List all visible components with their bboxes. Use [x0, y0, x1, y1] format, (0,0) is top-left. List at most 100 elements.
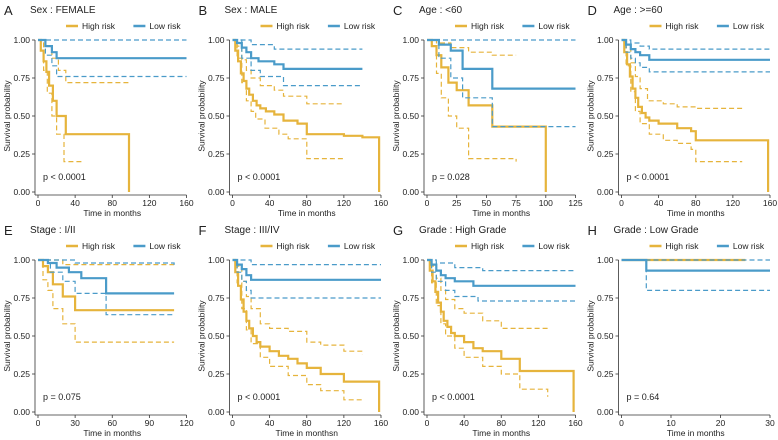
- y-axis-label: Survival probability: [391, 300, 401, 372]
- y-tick-label: 0.75: [597, 293, 614, 303]
- panel-b: B Sex : MALE High risk Low risk 0 40 80 120 160 0…: [197, 3, 389, 218]
- low-risk-ci-lower: [621, 39, 770, 73]
- low-risk-survival-curve: [38, 258, 175, 295]
- x-tick-label: 80: [302, 198, 312, 208]
- x-tick-label: 80: [108, 198, 118, 208]
- legend-high-risk-label: High risk: [666, 241, 700, 251]
- y-tick-label: 0.50: [597, 111, 614, 121]
- panel-letter: G: [393, 223, 403, 238]
- y-axis-label: Survival probability: [2, 80, 12, 152]
- x-axis-label: Time in months: [667, 428, 725, 438]
- x-tick-label: 30: [765, 418, 775, 428]
- y-axis-label: Survival probability: [2, 300, 12, 372]
- x-tick-label: 75: [511, 198, 521, 208]
- panel-title: Stage : III/IV: [225, 225, 280, 236]
- x-tick-label: 0: [619, 418, 624, 428]
- x-tick-label: 160: [374, 418, 388, 428]
- y-tick-label: 0.25: [402, 149, 419, 159]
- x-tick-label: 120: [531, 418, 545, 428]
- y-tick-label: 0.25: [208, 369, 225, 379]
- panel-letter: H: [588, 223, 597, 238]
- x-tick-label: 0: [619, 198, 624, 208]
- y-tick-label: 0.75: [208, 73, 225, 83]
- y-tick-label: 0.50: [208, 331, 225, 341]
- x-tick-label: 0: [230, 418, 235, 428]
- panel-letter: A: [4, 3, 13, 18]
- x-tick-label: 10: [666, 418, 676, 428]
- legend-low-risk-label: Low risk: [149, 21, 181, 31]
- panel-title: Sex : FEMALE: [30, 5, 96, 16]
- x-tick-label: 50: [482, 198, 492, 208]
- x-tick-label: 80: [497, 418, 507, 428]
- y-tick-label: 0.50: [597, 331, 614, 341]
- p-value: p < 0.0001: [238, 172, 281, 182]
- panel-letter: E: [4, 223, 13, 238]
- panel-title: Stage : I/II: [30, 225, 76, 236]
- panel-letter: C: [393, 3, 402, 18]
- x-tick-label: 80: [691, 198, 701, 208]
- x-tick-label: 120: [726, 198, 740, 208]
- legend-high-risk-label: High risk: [277, 241, 311, 251]
- x-axis-label: Time in months: [667, 208, 725, 218]
- p-value: p < 0.0001: [238, 392, 281, 402]
- y-tick-label: 0.75: [597, 73, 614, 83]
- y-tick-label: 0.25: [597, 369, 614, 379]
- y-tick-label: 0.00: [597, 407, 614, 417]
- panel-a: A Sex : FEMALE High risk Low risk 0 40 80 120 16…: [2, 3, 194, 218]
- x-tick-label: 40: [654, 198, 664, 208]
- x-tick-label: 120: [142, 198, 156, 208]
- x-tick-label: 120: [337, 418, 351, 428]
- high-risk-ci-lower: [232, 39, 344, 160]
- high-risk-ci-lower: [427, 39, 517, 162]
- y-axis-label: Survival probability: [586, 300, 596, 372]
- x-axis-label: Time in months: [278, 208, 336, 218]
- panel-title: Age : >=60: [614, 5, 663, 16]
- low-risk-survival-curve: [621, 38, 770, 61]
- low-risk-survival-curve: [427, 258, 576, 287]
- y-tick-label: 0.75: [13, 73, 30, 83]
- p-value: p < 0.0001: [432, 392, 475, 402]
- legend-high-risk-label: High risk: [666, 21, 700, 31]
- y-tick-label: 0.00: [402, 187, 419, 197]
- panel-title: Sex : MALE: [225, 5, 278, 16]
- y-tick-label: 0.75: [13, 293, 30, 303]
- y-tick-label: 0.00: [597, 187, 614, 197]
- y-tick-label: 0.50: [402, 331, 419, 341]
- x-tick-label: 90: [145, 418, 155, 428]
- x-tick-label: 0: [425, 198, 430, 208]
- low-risk-survival-curve: [427, 38, 576, 90]
- y-tick-label: 1.00: [597, 35, 614, 45]
- y-tick-label: 0.25: [13, 149, 30, 159]
- panel-letter: B: [199, 3, 208, 18]
- y-tick-label: 0.75: [402, 293, 419, 303]
- high-risk-ci-upper: [427, 259, 549, 330]
- x-tick-label: 40: [459, 418, 469, 428]
- y-tick-label: 0.50: [13, 111, 30, 121]
- legend-low-risk-label: Low risk: [538, 241, 570, 251]
- high-risk-survival-curve: [427, 38, 547, 192]
- x-tick-label: 125: [568, 198, 582, 208]
- p-value: p = 0.64: [627, 392, 660, 402]
- legend-high-risk-label: High risk: [471, 241, 505, 251]
- y-tick-label: 0.00: [208, 187, 225, 197]
- high-risk-survival-curve: [38, 258, 175, 312]
- legend-low-risk-label: Low risk: [733, 21, 765, 31]
- x-tick-label: 20: [716, 418, 726, 428]
- low-risk-survival-curve: [232, 38, 363, 70]
- y-tick-label: 0.50: [208, 111, 225, 121]
- legend-high-risk-label: High risk: [82, 241, 116, 251]
- x-tick-label: 160: [179, 198, 193, 208]
- x-tick-label: 0: [36, 418, 41, 428]
- x-tick-label: 80: [302, 418, 312, 428]
- y-axis-label: Survival probability: [197, 300, 207, 372]
- x-tick-label: 100: [539, 198, 553, 208]
- x-tick-label: 0: [230, 198, 235, 208]
- low-risk-ci-upper: [621, 39, 770, 50]
- y-tick-label: 0.25: [208, 149, 225, 159]
- y-tick-label: 0.25: [597, 149, 614, 159]
- y-tick-label: 0.75: [208, 293, 225, 303]
- y-tick-label: 0.50: [402, 111, 419, 121]
- high-risk-ci-upper: [621, 39, 743, 109]
- high-risk-survival-curve: [232, 38, 381, 192]
